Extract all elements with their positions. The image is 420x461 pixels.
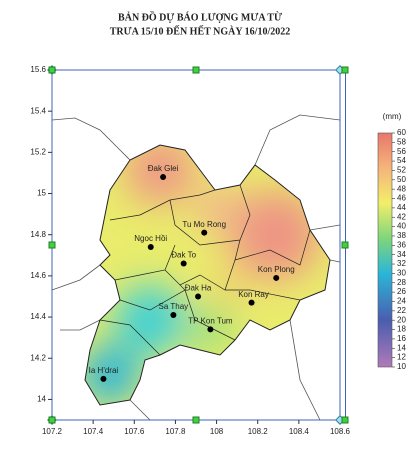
district-borders <box>84 144 331 406</box>
place-label: Sa Thay <box>159 302 189 311</box>
colorbar-tick-label: 32 <box>397 259 406 268</box>
colorbar-tick-label: 26 <box>397 287 406 296</box>
colorbar-tick-label: 28 <box>397 278 406 287</box>
x-tick-label: 107.2 <box>42 427 63 436</box>
place-label: Ia H'drai <box>89 366 119 375</box>
x-tick-label: 108.2 <box>248 427 269 436</box>
y-tick-label: 14.8 <box>30 230 46 239</box>
place-marker <box>273 274 280 281</box>
place-marker <box>100 375 107 382</box>
colorbar-tick-label: 12 <box>397 353 406 362</box>
frame-handle <box>48 416 56 424</box>
frame-handle <box>192 66 200 74</box>
colorbar-tick-label: 48 <box>397 184 406 193</box>
place-marker <box>170 312 177 318</box>
colorbar-tick-label: 38 <box>397 231 406 240</box>
place-marker <box>147 244 154 251</box>
place-marker <box>180 260 187 267</box>
colorbar-tick-label: 46 <box>397 194 406 203</box>
frame-handle <box>192 416 200 424</box>
colorbar-tick-label: 58 <box>397 137 406 146</box>
neighbor-borders <box>51 114 341 421</box>
colorbar-tick-label: 10 <box>397 362 406 371</box>
place-marker <box>248 299 255 306</box>
place-marker <box>160 174 167 181</box>
colorbar-tick-label: 30 <box>397 269 406 278</box>
colorbar-tick-label: 34 <box>397 250 406 259</box>
y-tick-label: 14.2 <box>30 353 46 362</box>
place-label: Đak Glei <box>148 164 179 173</box>
x-tick-label: 107.8 <box>165 427 186 436</box>
y-tick-label: 14 <box>37 395 46 404</box>
colorbar <box>377 132 393 368</box>
place-label: Tu Mo Rong <box>182 220 226 229</box>
place-marker <box>195 293 202 300</box>
colorbar-tick-label: 60 <box>397 128 406 137</box>
y-tick-label: 14.6 <box>30 271 46 280</box>
x-tick-label: 107.4 <box>83 427 104 436</box>
y-tick-label: 15 <box>37 189 46 198</box>
place-label: Đak Ha <box>185 284 212 293</box>
y-tick-label: 14.4 <box>30 312 46 321</box>
place-label: TP Kon Tum <box>188 317 233 326</box>
place-label: Ngoc Hồi <box>134 234 167 243</box>
place-marker <box>207 326 214 333</box>
x-tick-label: 107.6 <box>124 427 145 436</box>
colorbar-tick-label: 54 <box>397 156 406 165</box>
place-label: Kon Ray <box>238 290 269 299</box>
colorbar-unit: (mm) <box>383 112 402 121</box>
colorbar-tick-label: 52 <box>397 166 406 175</box>
place-marker <box>201 229 208 236</box>
colorbar-tick-label: 22 <box>397 306 406 315</box>
colorbar-tick-label: 14 <box>397 343 406 352</box>
frame-handle <box>341 241 349 249</box>
title-line: BẢN ĐỒ DỰ BÁO LƯỢNG MƯA TỪ <box>118 10 282 23</box>
title-line: TRƯA 15/10 ĐẾN HẾT NGÀY 16/10/2022 <box>110 24 290 37</box>
colorbar-tick-label: 18 <box>397 325 406 334</box>
rainfall-field <box>85 145 330 405</box>
frame-handle <box>341 66 349 74</box>
frame-handle <box>48 66 56 74</box>
colorbar-tick-label: 40 <box>397 222 406 231</box>
place-label: Đak To <box>171 251 196 260</box>
x-tick-label: 108 <box>210 427 224 436</box>
x-tick-label: 108.4 <box>289 427 310 436</box>
colorbar-tick-label: 24 <box>397 297 406 306</box>
colorbar-tick-label: 16 <box>397 334 406 343</box>
colorbar-tick-label: 20 <box>397 315 406 324</box>
frame-handle <box>341 416 349 424</box>
colorbar-tick-label: 50 <box>397 175 406 184</box>
x-tick-label: 108.6 <box>330 427 351 436</box>
colorbar-tick-label: 56 <box>397 147 406 156</box>
colorbar-tick-label: 36 <box>397 240 406 249</box>
place-label: Kon Plong <box>258 265 295 274</box>
y-tick-label: 15.2 <box>30 147 46 156</box>
y-tick-label: 15.4 <box>30 106 46 115</box>
colorbar-tick-label: 44 <box>397 203 406 212</box>
frame-handle <box>48 241 56 249</box>
colorbar-tick-label: 42 <box>397 212 406 221</box>
y-tick-label: 15.6 <box>30 65 46 74</box>
